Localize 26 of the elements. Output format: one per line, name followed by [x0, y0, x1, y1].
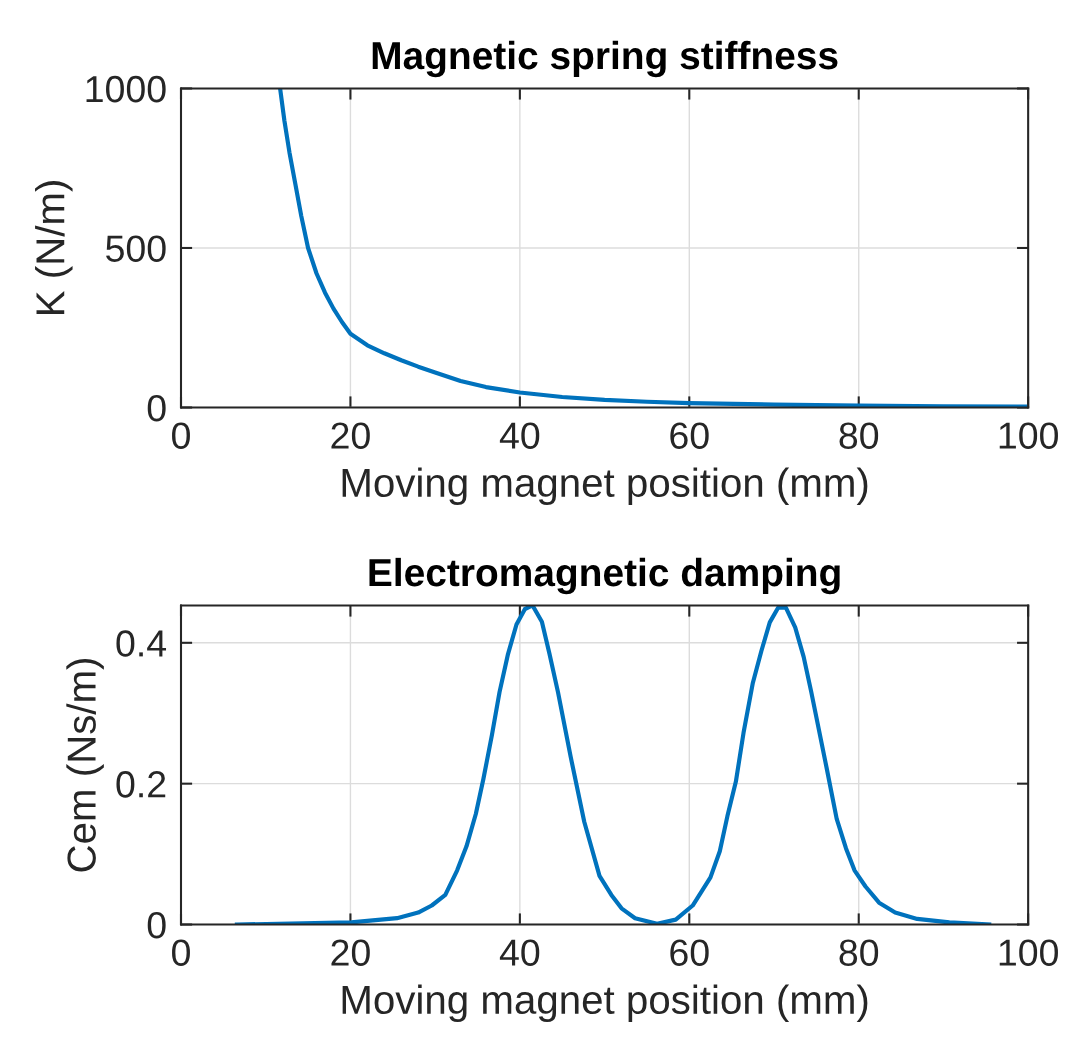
- y-axis-title: Cem (Ns/m): [66, 658, 104, 872]
- x-tick-label: 100: [999, 939, 1058, 966]
- y-tick-label: 0: [147, 394, 166, 422]
- x-tick-label: 100: [999, 422, 1058, 449]
- y-tick-label: 500: [106, 235, 166, 262]
- x-tick-label: 20: [331, 939, 370, 966]
- x-tick-label: 80: [839, 939, 879, 966]
- y-axis-title: K (N/m): [35, 181, 73, 315]
- y-tick-label: 0.4: [116, 630, 167, 657]
- chart-title: Magnetic spring stiffness: [372, 40, 838, 78]
- y-tick-label: 0: [147, 911, 166, 939]
- x-tick-label: 40: [499, 422, 540, 449]
- x-axis-title: Moving magnet position (mm): [342, 984, 868, 1023]
- line-series: [234, 605, 992, 925]
- x-tick-label: 20: [331, 422, 370, 449]
- x-axis-title: Moving magnet position (mm): [342, 467, 868, 506]
- y-tick-label: 1000: [86, 75, 166, 103]
- chart-title: Electromagnetic damping: [369, 557, 840, 595]
- line-series: [278, 88, 1029, 408]
- x-tick-label: 80: [839, 422, 879, 449]
- x-tick-label: 60: [670, 939, 709, 966]
- x-tick-label: 40: [499, 939, 540, 966]
- x-tick-label: 60: [670, 422, 709, 449]
- y-tick-label: 0.2: [116, 771, 166, 798]
- x-tick-label: 0: [172, 422, 190, 449]
- x-tick-label: 0: [172, 939, 190, 966]
